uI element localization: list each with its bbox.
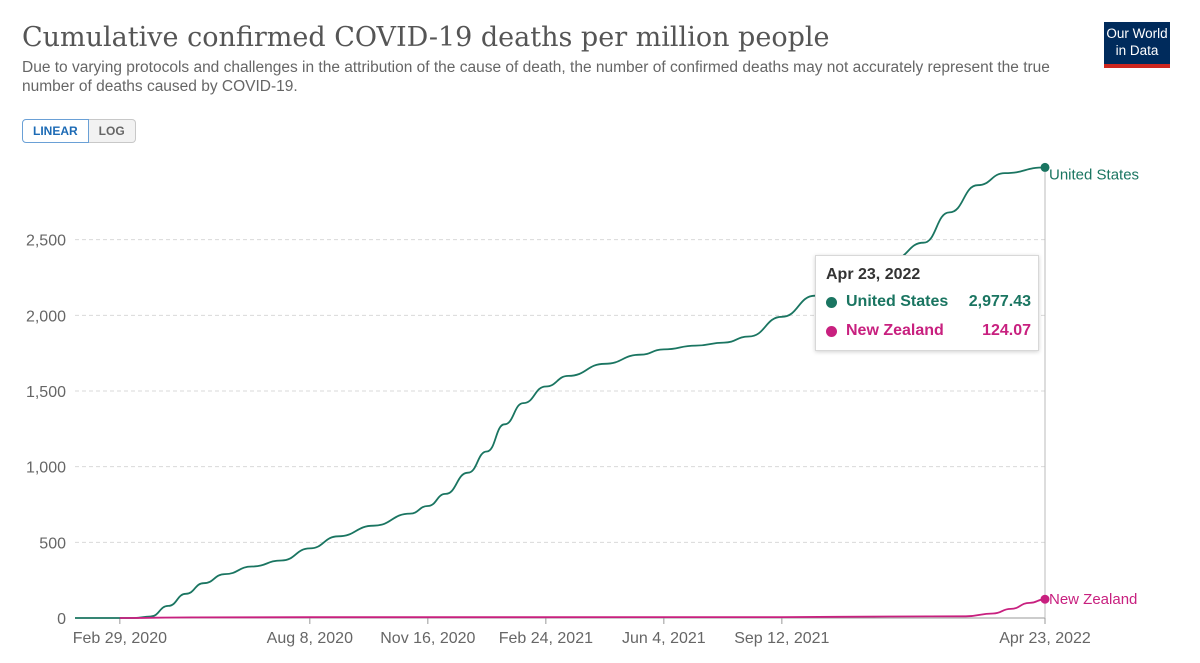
series-line-new-zealand[interactable] (119, 598, 1046, 619)
scale-toggle: LINEAR LOG (22, 119, 136, 143)
chart-subtitle: Due to varying protocols and challenges … (22, 59, 1050, 95)
x-axis-ticks: Feb 29, 2020 Aug 8, 2020 Nov 16, 2020 Feb 2… (73, 618, 1091, 647)
y-axis-ticks: 0 500 1,000 1,500 2,000 2,500 (26, 233, 66, 628)
series-label-new-zealand[interactable]: New Zealand (1049, 591, 1137, 608)
series-end-labels: United States New Zealand (1049, 166, 1139, 608)
tooltip-value-us: 2,977.43 (968, 293, 1031, 310)
x-tick-label: Jun 4, 2021 (622, 630, 706, 647)
logo-line-1: Our World (1106, 26, 1168, 41)
x-tick-label: Apr 23, 2022 (999, 630, 1091, 647)
x-tick-label: Sep 12, 2021 (734, 630, 829, 647)
series-end-point-united-states[interactable] (1040, 162, 1050, 172)
y-tick-label: 2,000 (26, 308, 66, 325)
y-tick-label: 0 (57, 611, 66, 628)
tooltip-row-us: United States 2,977.43 (826, 293, 1031, 311)
tooltip-name-us: United States (846, 293, 949, 310)
series-end-point-new-zealand[interactable] (1040, 594, 1050, 604)
tooltip-dot-us (826, 296, 837, 308)
y-tick-label: 1,500 (26, 384, 66, 401)
log-scale-button[interactable]: LOG (88, 119, 136, 143)
logo-line-2: in Data (1115, 43, 1159, 58)
y-tick-label: 500 (39, 535, 66, 552)
series-label-united-states[interactable]: United States (1049, 166, 1139, 183)
owid-logo[interactable]: Our World in Data (1104, 22, 1170, 68)
series-line-united-states[interactable] (75, 166, 1046, 619)
y-tick-label: 2,500 (26, 233, 66, 250)
x-tick-label: Feb 24, 2021 (499, 630, 593, 647)
x-tick-label: Aug 8, 2020 (267, 630, 353, 647)
linear-scale-button[interactable]: LINEAR (22, 119, 89, 143)
tooltip-row-nz: New Zealand 124.07 (826, 322, 1031, 340)
tooltip-date: Apr 23, 2022 (826, 266, 921, 283)
tooltip-dot-nz (826, 325, 837, 337)
y-tick-label: 1,000 (26, 460, 66, 477)
series-lines (75, 162, 1050, 619)
hover-tooltip: Apr 23, 2022 United States 2,977.43 New … (815, 255, 1039, 351)
x-tick-label: Nov 16, 2020 (380, 630, 475, 647)
tooltip-value-nz: 124.07 (982, 322, 1031, 339)
tooltip-name-nz: New Zealand (846, 322, 944, 339)
x-tick-label: Feb 29, 2020 (73, 630, 167, 647)
chart-title: Cumulative confirmed COVID-19 deaths per… (22, 22, 830, 53)
